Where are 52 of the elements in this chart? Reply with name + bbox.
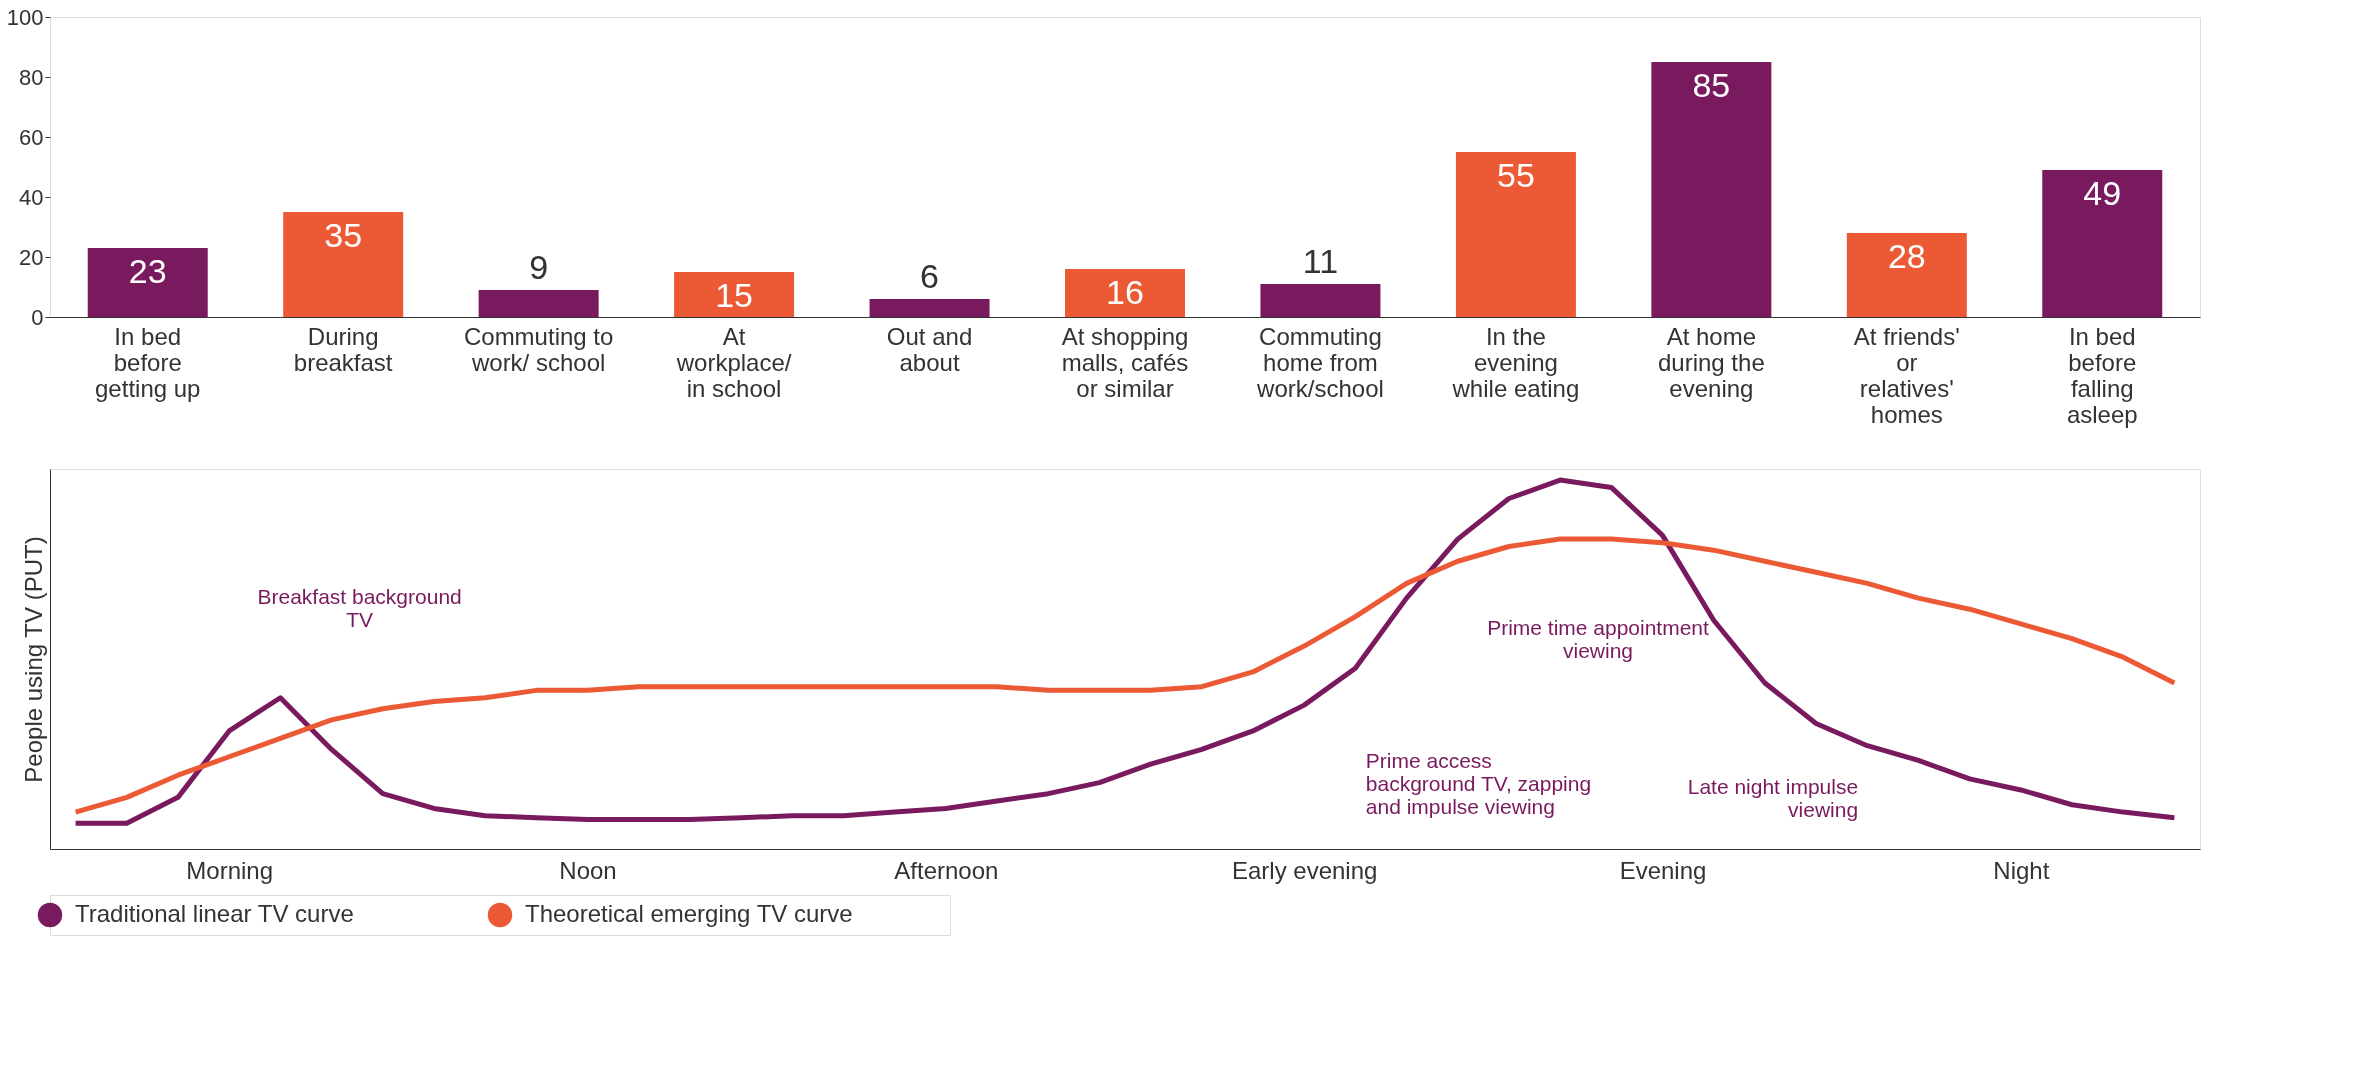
y-tick-label: 40 <box>19 184 44 210</box>
bar <box>283 212 404 317</box>
bar <box>478 290 599 317</box>
data-label: 9 <box>529 248 549 286</box>
data-label: 16 <box>1106 273 1144 311</box>
data-label: 28 <box>1887 237 1926 275</box>
data-label: 85 <box>1692 66 1731 104</box>
x-tick-label: At home during the evening <box>1657 322 1765 402</box>
data-label: 6 <box>920 257 940 295</box>
x-tick-label: Afternoon <box>894 856 999 884</box>
bar <box>1651 62 1772 317</box>
bar <box>869 299 990 317</box>
annotation: Prime time appointment viewing <box>1487 615 1710 662</box>
y-tick-label: 0 <box>31 304 44 330</box>
x-tick-label: Early evening <box>1231 856 1378 884</box>
y-tick-label: 60 <box>19 124 44 150</box>
x-tick-label: Out and about <box>886 322 973 376</box>
legend-label: Theoretical emerging TV curve <box>525 900 853 927</box>
x-tick-label: Commuting home from work/school <box>1256 322 1384 402</box>
x-tick-label: Commuting to work/ school <box>463 322 614 376</box>
data-label: 11 <box>1302 242 1339 280</box>
x-tick-label: At shopping malls, cafés or similar <box>1061 322 1189 402</box>
x-tick-label: At friends' or relatives' homes <box>1853 322 1960 428</box>
data-label: 55 <box>1496 156 1535 194</box>
bar <box>1260 284 1381 317</box>
x-tick-label: Morning <box>186 856 274 884</box>
y-axis-title: People using TV (PUT) <box>19 536 47 783</box>
x-tick-label: Noon <box>559 856 617 884</box>
x-tick-label: In the evening while eating <box>1451 322 1580 402</box>
data-label: 49 <box>2083 174 2122 212</box>
annotation: Breakfast background TV <box>257 585 462 632</box>
data-label: 15 <box>715 276 753 314</box>
bar <box>1455 152 1576 317</box>
x-tick-label: During breakfast <box>293 322 393 376</box>
data-label: 23 <box>128 252 167 290</box>
x-tick-label: Evening <box>1619 856 1707 884</box>
x-tick-label: In bed before falling asleep <box>2066 322 2138 428</box>
legend-label: Traditional linear TV curve <box>75 900 354 927</box>
x-tick-label: In bed before getting up <box>95 322 201 402</box>
bar <box>87 248 208 317</box>
y-tick-label: 20 <box>19 244 44 270</box>
annotation: Prime access background TV, zapping and impulse viewing <box>1365 748 1592 818</box>
annotation: Late night impulse viewing <box>1687 775 1859 822</box>
bar <box>2042 170 2163 317</box>
bar <box>674 272 795 317</box>
y-tick-label: 100 <box>6 4 44 30</box>
bar <box>1846 233 1967 317</box>
bar <box>1065 269 1185 317</box>
x-tick-label: Night <box>1993 856 2050 884</box>
y-tick-label: 80 <box>19 64 44 90</box>
x-tick-label: At workplace/ in school <box>675 322 792 402</box>
data-label: 35 <box>324 216 363 254</box>
